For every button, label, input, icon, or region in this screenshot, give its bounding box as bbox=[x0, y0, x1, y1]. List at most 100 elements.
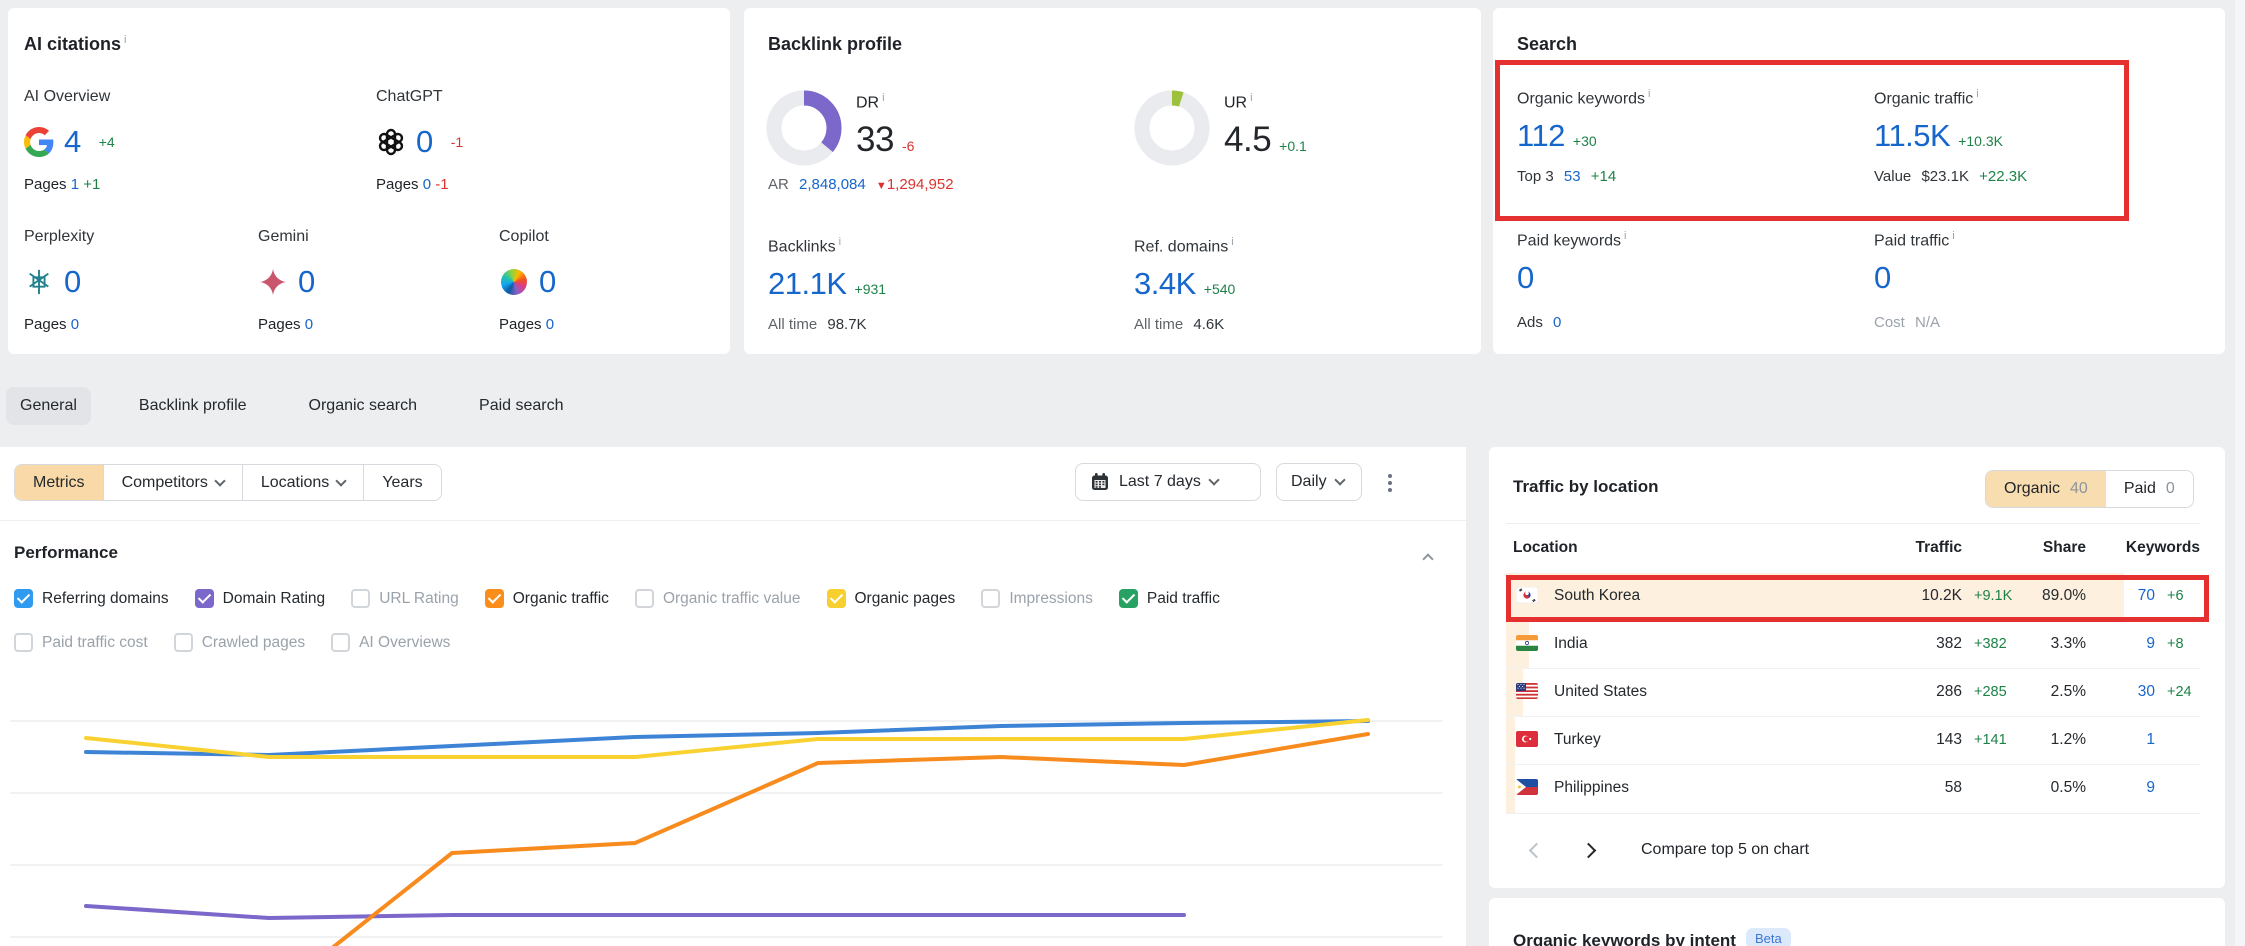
report-tabs: General Backlink profile Organic search … bbox=[6, 384, 578, 428]
tab-backlink-profile[interactable]: Backlink profile bbox=[138, 397, 247, 414]
checkbox-organic-pages[interactable]: Organic pages bbox=[826, 589, 955, 608]
checkbox-domain-rating[interactable]: Domain Rating bbox=[194, 589, 325, 608]
organic-keywords-top3: Top 3 53 +14 bbox=[1517, 168, 1617, 185]
backlinks-value[interactable]: 21.1K bbox=[768, 266, 847, 301]
organic-keywords-by-intent-title: Organic keywords by intent Beta bbox=[1513, 928, 1791, 946]
checkbox-paid-traffic[interactable]: Paid traffic bbox=[1118, 589, 1220, 608]
paid-keywords-ads: Ads 0 bbox=[1517, 314, 1562, 331]
competitors-dropdown[interactable]: Competitors bbox=[102, 465, 242, 500]
checkbox-organic-traffic[interactable]: Organic traffic bbox=[484, 589, 609, 608]
metric-checkbox-row-1: Referring domains Domain Rating URL Rati… bbox=[14, 589, 1220, 608]
info-icon[interactable]: i bbox=[1624, 230, 1627, 242]
table-row-india[interactable]: India 382 +382 3.3% 9 +8 bbox=[1506, 621, 2200, 669]
copilot-metric: Copilot 0 Pages 0 bbox=[499, 228, 556, 333]
metrics-button[interactable]: Metrics bbox=[15, 465, 103, 500]
ai-overview-value[interactable]: 4 bbox=[64, 124, 81, 159]
granularity-dropdown[interactable]: Daily bbox=[1276, 463, 1362, 501]
search-card: Search Organic keywords i 112 +30 Top 3 53… bbox=[1493, 8, 2225, 354]
checkbox-organic-traffic-value[interactable]: Organic traffic value bbox=[634, 589, 801, 608]
info-icon[interactable]: i bbox=[1250, 92, 1253, 104]
backlink-profile-title: Backlink profile bbox=[768, 34, 903, 54]
page-scrollbar[interactable] bbox=[2235, 0, 2245, 946]
flag-united-states-icon bbox=[1516, 683, 1538, 699]
tab-organic-search[interactable]: Organic search bbox=[308, 397, 418, 414]
beta-badge: Beta bbox=[1745, 928, 1791, 946]
info-icon[interactable]: i bbox=[1976, 88, 1979, 100]
chevron-down-icon bbox=[214, 474, 226, 487]
performance-section-title: Performance bbox=[14, 543, 118, 562]
tab-general[interactable]: General bbox=[6, 387, 91, 425]
more-options-kebab-icon[interactable] bbox=[1388, 471, 1392, 495]
organic-traffic-label: Organic traffic i bbox=[1874, 88, 1979, 108]
backlink-profile-card: Backlink profile DR i 33 -6 AR 2,848,084 ▼… bbox=[744, 8, 1481, 354]
table-row-philippines[interactable]: Philippines 58 0.5% 9 bbox=[1506, 765, 2200, 813]
google-icon bbox=[24, 127, 54, 157]
paid-traffic-value[interactable]: 0 bbox=[1874, 260, 1891, 295]
flag-philippines-icon bbox=[1516, 779, 1538, 795]
column-header-share[interactable]: Share bbox=[2042, 539, 2086, 556]
organic-keywords-label: Organic keywords i bbox=[1517, 88, 1651, 108]
gemini-metric: Gemini 0 Pages 0 bbox=[258, 228, 315, 333]
ai-citations-title: AI citations i bbox=[24, 34, 127, 54]
copilot-icon bbox=[499, 267, 529, 297]
search-title: Search bbox=[1517, 34, 1578, 54]
years-button[interactable]: Years bbox=[363, 465, 441, 500]
chatgpt-value[interactable]: 0 bbox=[416, 124, 433, 159]
info-icon[interactable]: i bbox=[124, 34, 127, 46]
collapse-section-chevron-icon[interactable] bbox=[1422, 553, 1434, 565]
location-table: South Korea 10.2K +9.1K 89.0% 70 +6 Indi… bbox=[1506, 573, 2200, 814]
column-header-keywords[interactable]: Keywords bbox=[2125, 539, 2200, 556]
organic-keywords-value[interactable]: 112 bbox=[1517, 118, 1565, 153]
perplexity-metric: Perplexity 0 Pages 0 bbox=[24, 228, 95, 333]
compare-top5-link[interactable]: Compare top 5 on chart bbox=[1641, 841, 1810, 858]
paid-keywords-value[interactable]: 0 bbox=[1517, 260, 1534, 295]
flag-south-korea-icon bbox=[1515, 586, 1539, 604]
tab-paid-search[interactable]: Paid search bbox=[479, 397, 564, 414]
ur-label: UR i bbox=[1224, 92, 1253, 112]
table-row-south-korea[interactable]: South Korea 10.2K +9.1K 89.0% 70 +6 bbox=[1506, 573, 2200, 621]
info-icon[interactable]: i bbox=[1648, 88, 1651, 100]
toggle-paid[interactable]: Paid 0 bbox=[2105, 471, 2193, 507]
previous-page-chevron-icon[interactable] bbox=[1528, 842, 1545, 859]
info-icon[interactable]: i bbox=[882, 92, 885, 104]
chevron-down-icon bbox=[1333, 474, 1346, 486]
checkbox-crawled-pages[interactable]: Crawled pages bbox=[173, 633, 305, 652]
chatgpt-metric: ChatGPT 0 -1 Pages 0 -1 bbox=[376, 88, 464, 193]
calendar-icon bbox=[1092, 473, 1108, 490]
column-header-traffic[interactable]: Traffic bbox=[1915, 539, 1962, 556]
next-page-chevron-icon[interactable] bbox=[1580, 842, 1597, 859]
table-row-united-states[interactable]: United States 286 +285 2.5% 30 +24 bbox=[1506, 669, 2200, 717]
checkbox-url-rating[interactable]: URL Rating bbox=[351, 589, 459, 608]
info-icon[interactable]: i bbox=[1952, 230, 1955, 242]
checkbox-impressions[interactable]: Impressions bbox=[981, 589, 1093, 608]
filter-button-group: Metrics Competitors Locations Years bbox=[14, 464, 442, 501]
checkbox-ai-overviews[interactable]: AI Overviews bbox=[331, 633, 450, 652]
copilot-value[interactable]: 0 bbox=[539, 264, 556, 299]
organic-keywords-by-intent-card: Organic keywords by intent Beta bbox=[1489, 898, 2225, 946]
checkbox-paid-traffic-cost[interactable]: Paid traffic cost bbox=[14, 633, 148, 652]
ahrefs-rank: AR 2,848,084 ▼1,294,952 bbox=[768, 176, 954, 193]
dr-donut-chart bbox=[766, 90, 842, 166]
traffic-by-location-card: Traffic by location Organic 40 Paid 0 Loca… bbox=[1489, 447, 2225, 888]
locations-dropdown[interactable]: Locations bbox=[241, 465, 364, 500]
ai-overview-metric: AI Overview 4 +4 Pages 1 +1 bbox=[24, 88, 115, 193]
toggle-organic[interactable]: Organic 40 bbox=[1986, 471, 2106, 507]
ref-domains-alltime: All time 4.6K bbox=[1134, 316, 1225, 333]
dr-value: 33 bbox=[856, 120, 894, 159]
perplexity-value[interactable]: 0 bbox=[64, 264, 81, 299]
checkbox-referring-domains[interactable]: Referring domains bbox=[14, 589, 169, 608]
info-icon[interactable]: i bbox=[838, 236, 842, 248]
organic-traffic-value[interactable]: 11.5K bbox=[1874, 118, 1951, 153]
column-header-location[interactable]: Location bbox=[1513, 539, 1578, 556]
table-row-turkey[interactable]: Turkey 143 +141 1.2% 1 bbox=[1506, 717, 2200, 765]
flag-turkey-icon bbox=[1516, 731, 1538, 747]
perplexity-icon bbox=[24, 267, 54, 297]
flag-india-icon bbox=[1516, 635, 1538, 651]
chevron-down-icon bbox=[335, 474, 347, 487]
info-icon[interactable]: i bbox=[1231, 236, 1234, 248]
date-range-dropdown[interactable]: Last 7 days bbox=[1075, 463, 1261, 501]
gemini-value[interactable]: 0 bbox=[298, 264, 315, 299]
ur-value: 4.5 bbox=[1224, 120, 1272, 159]
ref-domains-value[interactable]: 3.4K bbox=[1134, 266, 1196, 301]
performance-chart[interactable] bbox=[0, 660, 1466, 946]
